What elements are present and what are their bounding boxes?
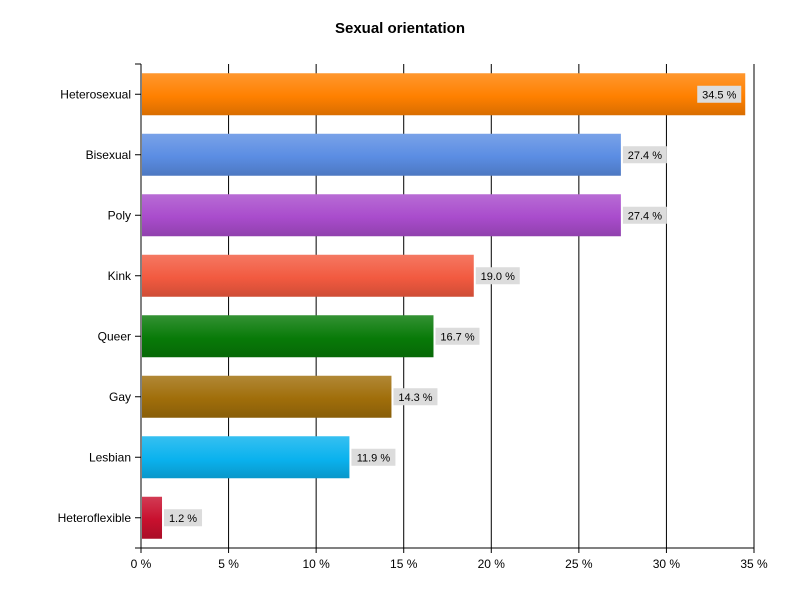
x-tick-label: 0 % [131, 557, 152, 571]
category-label: Gay [109, 390, 131, 404]
x-tick-label: 25 % [565, 557, 593, 571]
x-tick-label: 15 % [390, 557, 418, 571]
data-label-bg [393, 388, 438, 406]
category-label: Lesbian [89, 450, 131, 464]
data-label: 11.9 % [357, 452, 391, 464]
data-label: 27.4 % [628, 150, 662, 162]
data-label-bg [622, 206, 667, 224]
data-label: 14.3 % [398, 392, 432, 404]
category-label: Queer [98, 329, 131, 343]
data-label: 34.5 % [702, 89, 736, 101]
category-label: Poly [108, 208, 131, 222]
category-label: Kink [108, 269, 132, 283]
data-label: 1.2 % [169, 513, 197, 525]
data-label-bg [435, 327, 480, 345]
bar-heterosexual [142, 73, 746, 116]
x-tick-label: 5 % [218, 557, 239, 571]
data-label-bg [351, 448, 396, 466]
x-tick-label: 10 % [302, 557, 330, 571]
data-label: 16.7 % [440, 331, 474, 343]
bar-queer [142, 315, 434, 358]
data-label-bg [164, 509, 203, 527]
bar-lesbian [142, 436, 350, 479]
x-tick-label: 20 % [478, 557, 506, 571]
bar-heteroflexible [142, 496, 163, 539]
bar-gay [142, 375, 392, 418]
bars [142, 73, 746, 539]
labels: 0 % 5 % 10 % 15 % 20 % 25 % 30 % 35 % Heterosexu… [58, 85, 768, 571]
data-label: 19.0 % [481, 271, 515, 283]
chart-title: Sexual orientation [335, 20, 465, 37]
x-tick-label: 30 % [653, 557, 681, 571]
category-label: Heteroflexible [58, 511, 132, 525]
data-label-bg [475, 267, 520, 285]
x-tick-label: 35 % [740, 557, 768, 571]
category-label: Bisexual [86, 148, 131, 162]
category-label: Heterosexual [60, 87, 131, 101]
bar-bisexual [142, 133, 621, 176]
axes [135, 63, 755, 553]
data-label-bg [622, 146, 667, 164]
bar-poly [142, 194, 621, 237]
data-label: 27.4 % [628, 210, 662, 222]
data-label-bg [697, 85, 742, 103]
bar-kink [142, 254, 474, 297]
